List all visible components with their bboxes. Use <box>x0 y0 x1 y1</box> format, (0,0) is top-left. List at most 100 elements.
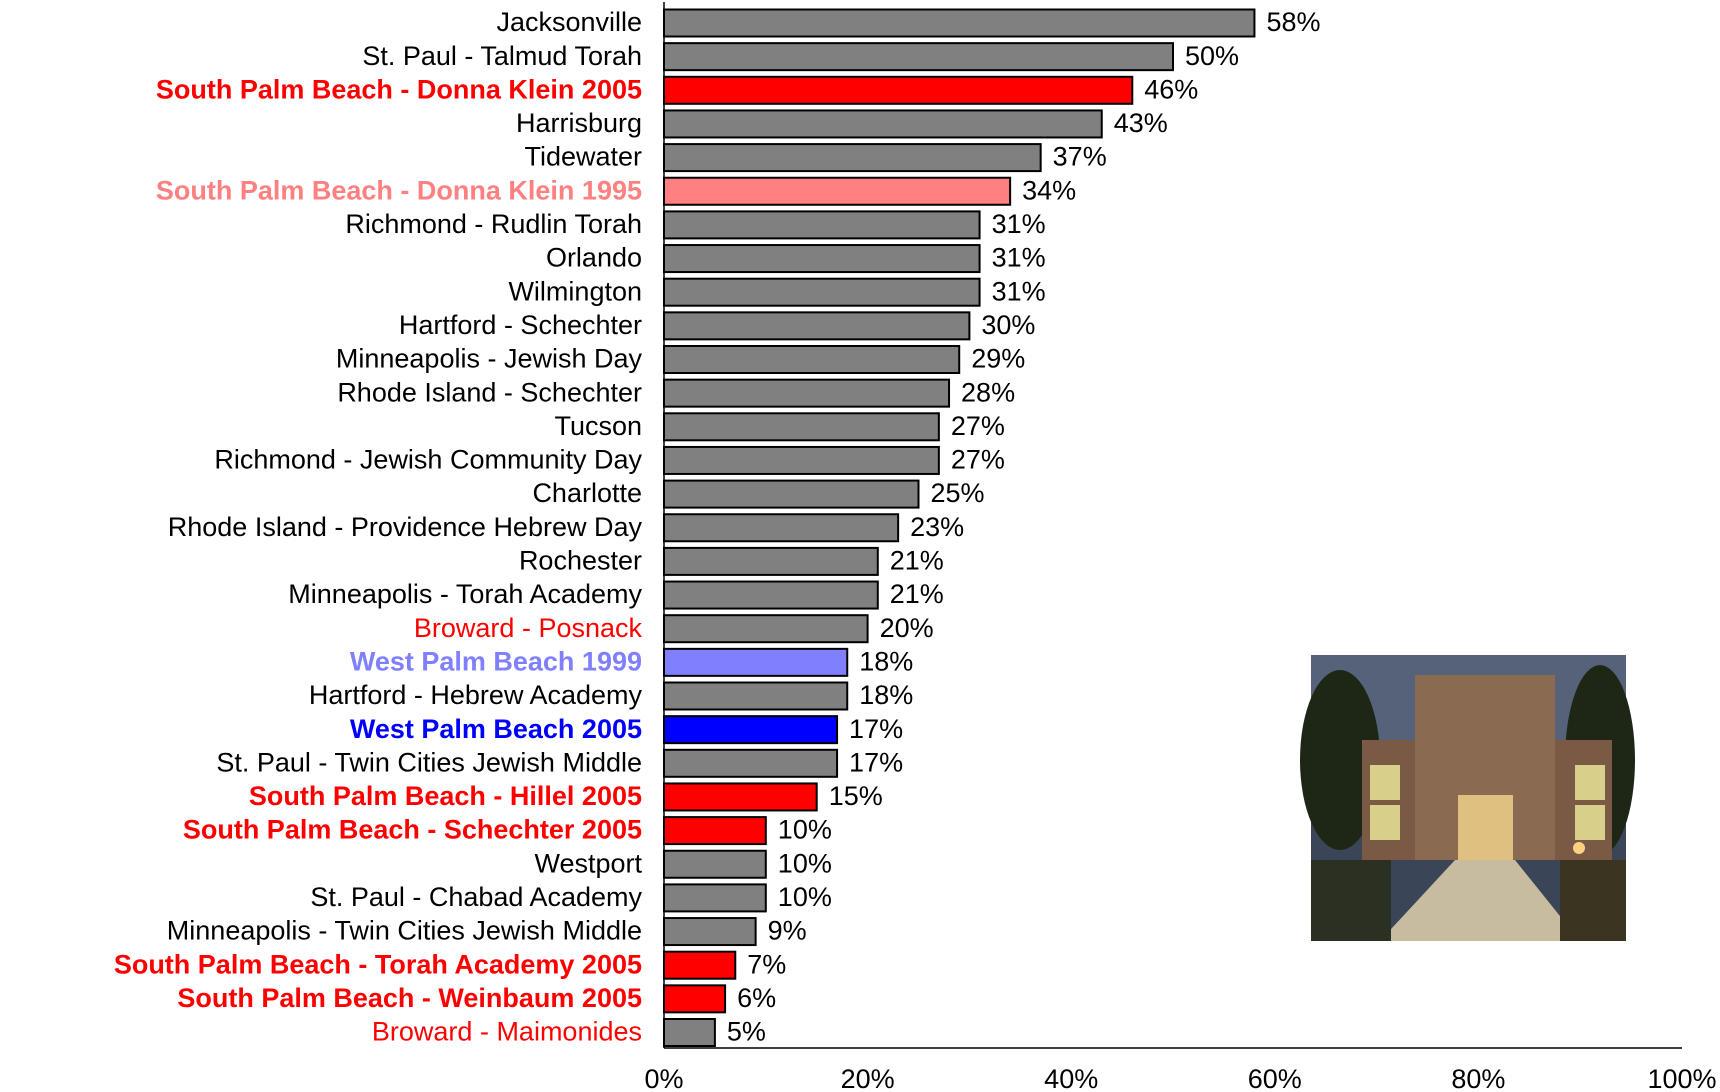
value-label: 46% <box>1144 74 1198 104</box>
value-label: 29% <box>971 344 1025 374</box>
bar <box>664 514 898 541</box>
y-tick-label: Broward - Posnack <box>414 613 643 643</box>
bar <box>664 346 959 373</box>
bar <box>664 985 725 1012</box>
value-label: 50% <box>1185 41 1239 71</box>
value-label: 7% <box>747 949 786 979</box>
y-tick-label: Charlotte <box>532 478 642 508</box>
value-label: 17% <box>849 714 903 744</box>
y-tick-label: Broward - Maimonides <box>372 1017 642 1047</box>
value-label: 15% <box>829 781 883 811</box>
x-tick-label: 80% <box>1451 1064 1505 1092</box>
bar <box>664 750 837 777</box>
bar <box>664 245 980 272</box>
bar <box>664 144 1041 171</box>
bar <box>664 1019 715 1046</box>
value-label: 20% <box>880 613 934 643</box>
value-label: 10% <box>778 882 832 912</box>
bar <box>664 952 735 979</box>
value-label: 27% <box>951 445 1005 475</box>
y-tick-label: Minneapolis - Twin Cities Jewish Middle <box>167 916 642 946</box>
y-tick-label: Hartford - Schechter <box>399 310 642 340</box>
y-tick-label: Tucson <box>554 411 642 441</box>
bar <box>664 481 919 508</box>
value-label: 28% <box>961 377 1015 407</box>
photo-window <box>1370 805 1400 840</box>
bar <box>664 817 766 844</box>
value-label: 37% <box>1053 142 1107 172</box>
bar <box>664 43 1173 70</box>
value-label: 58% <box>1266 7 1320 37</box>
y-tick-label: West Palm Beach 2005 <box>350 714 642 744</box>
value-label: 34% <box>1022 175 1076 205</box>
y-tick-label: Rochester <box>519 546 642 576</box>
value-label: 31% <box>992 276 1046 306</box>
x-tick-label: 100% <box>1647 1064 1716 1092</box>
bar <box>664 649 847 676</box>
value-label: 30% <box>981 310 1035 340</box>
y-tick-label: South Palm Beach - Donna Klein 2005 <box>156 74 642 104</box>
y-tick-label: Harrisburg <box>516 108 642 138</box>
bar <box>664 380 949 407</box>
bar <box>664 413 939 440</box>
photo-door <box>1458 795 1513 860</box>
y-tick-label: Wilmington <box>508 276 642 306</box>
y-tick-label: St. Paul - Talmud Torah <box>362 41 642 71</box>
x-tick-label: 0% <box>644 1064 683 1092</box>
y-tick-label: Rhode Island - Schechter <box>337 377 642 407</box>
y-tick-label: South Palm Beach - Weinbaum 2005 <box>177 983 642 1013</box>
value-label: 18% <box>859 646 913 676</box>
y-tick-label: Richmond - Jewish Community Day <box>214 445 642 475</box>
bar <box>664 884 766 911</box>
value-label: 5% <box>727 1017 766 1047</box>
y-tick-label: Jacksonville <box>496 7 642 37</box>
photo-lawn <box>1560 860 1626 941</box>
photo-window <box>1370 765 1400 800</box>
value-label: 31% <box>992 243 1046 273</box>
bar <box>664 211 980 238</box>
y-tick-label: South Palm Beach - Schechter 2005 <box>183 815 642 845</box>
bar <box>664 77 1132 104</box>
x-tick-label: 40% <box>1044 1064 1098 1092</box>
bar <box>664 10 1254 37</box>
chart: 0% 20% 40% 60% 80% 100% Jacksonville 58% St. Pau… <box>0 0 1720 1092</box>
y-tick-label: Richmond - Rudlin Torah <box>345 209 642 239</box>
value-label: 18% <box>859 680 913 710</box>
bar <box>664 178 1010 205</box>
photo-window <box>1575 765 1605 800</box>
photo-lamp <box>1573 842 1585 854</box>
photo-window <box>1575 805 1605 840</box>
y-tick-label: Tidewater <box>524 142 642 172</box>
bar <box>664 312 969 339</box>
value-label: 27% <box>951 411 1005 441</box>
y-tick-label: South Palm Beach - Hillel 2005 <box>249 781 642 811</box>
value-label: 17% <box>849 747 903 777</box>
bar <box>664 716 837 743</box>
y-tick-label: Minneapolis - Jewish Day <box>336 344 643 374</box>
value-label: 23% <box>910 512 964 542</box>
bar <box>664 447 939 474</box>
bar <box>664 783 817 810</box>
y-tick-label: St. Paul - Twin Cities Jewish Middle <box>216 747 642 777</box>
y-tick-label: Minneapolis - Torah Academy <box>288 579 642 609</box>
value-label: 10% <box>778 815 832 845</box>
y-tick-label: Orlando <box>546 243 642 273</box>
page: 0% 20% 40% 60% 80% 100% Jacksonville 58% St. Pau… <box>0 0 1720 1092</box>
value-label: 25% <box>931 478 985 508</box>
value-label: 21% <box>890 579 944 609</box>
value-label: 43% <box>1114 108 1168 138</box>
y-tick-label: Hartford - Hebrew Academy <box>309 680 643 710</box>
bar <box>664 683 847 710</box>
x-tick-label: 60% <box>1248 1064 1302 1092</box>
bar <box>664 851 766 878</box>
x-tick-label: 20% <box>841 1064 895 1092</box>
bar <box>664 918 756 945</box>
y-tick-label: St. Paul - Chabad Academy <box>310 882 642 912</box>
bar <box>664 548 878 575</box>
bar <box>664 279 980 306</box>
bar <box>664 615 868 642</box>
bar <box>664 582 878 609</box>
y-tick-label: West Palm Beach 1999 <box>350 646 642 676</box>
photo <box>1300 655 1635 941</box>
value-label: 6% <box>737 983 776 1013</box>
